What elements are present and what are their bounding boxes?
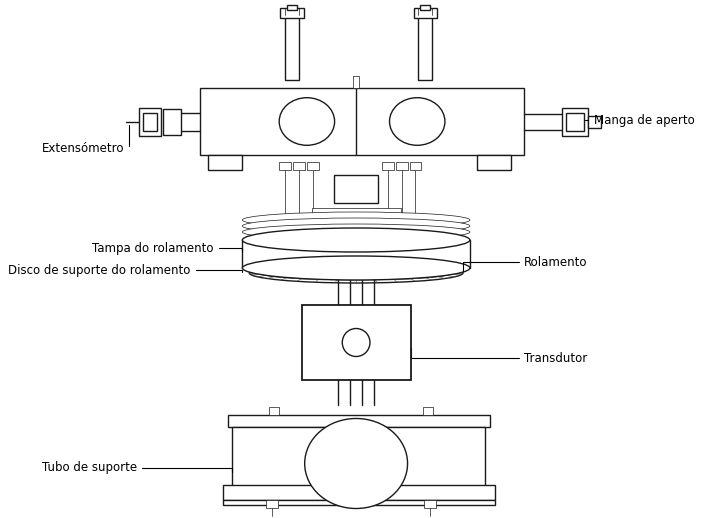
Text: Manga de aperto: Manga de aperto <box>583 113 694 126</box>
Bar <box>233 427 485 500</box>
Bar <box>413 8 437 18</box>
Bar <box>266 500 278 508</box>
Bar <box>562 108 588 136</box>
Ellipse shape <box>390 98 445 146</box>
Ellipse shape <box>243 224 470 240</box>
Bar <box>420 5 431 10</box>
Bar <box>334 175 378 203</box>
Bar <box>293 162 305 170</box>
Bar <box>396 162 408 170</box>
Bar <box>143 112 157 131</box>
Bar <box>287 5 297 10</box>
Bar <box>566 112 584 131</box>
Bar <box>418 15 432 80</box>
Bar <box>312 208 400 218</box>
Bar <box>302 305 410 380</box>
Ellipse shape <box>259 266 453 280</box>
Bar <box>269 407 279 415</box>
Bar <box>280 8 304 18</box>
Text: Extensómetro: Extensómetro <box>42 125 129 154</box>
Bar <box>285 15 299 80</box>
Ellipse shape <box>243 212 470 228</box>
Ellipse shape <box>279 98 335 146</box>
Bar <box>200 88 524 155</box>
Bar <box>424 500 436 508</box>
Bar <box>208 155 243 170</box>
Bar <box>423 407 433 415</box>
Bar <box>222 485 495 500</box>
Bar <box>163 108 181 135</box>
Bar <box>222 500 495 505</box>
Text: Rolamento: Rolamento <box>463 255 588 271</box>
Text: Transdutor: Transdutor <box>410 348 588 365</box>
Bar <box>307 162 318 170</box>
Bar <box>353 76 359 88</box>
Bar <box>228 415 490 427</box>
Bar <box>279 162 291 170</box>
Text: Tubo de suporte: Tubo de suporte <box>42 462 233 474</box>
Ellipse shape <box>305 419 408 509</box>
Ellipse shape <box>243 218 470 234</box>
Bar <box>140 108 161 136</box>
Ellipse shape <box>249 263 463 283</box>
Text: Disco de suporte do rolamento: Disco de suporte do rolamento <box>8 264 243 277</box>
Text: Tampa do rolamento: Tampa do rolamento <box>92 241 243 254</box>
Bar <box>382 162 394 170</box>
Ellipse shape <box>243 228 470 252</box>
Ellipse shape <box>342 328 370 356</box>
Bar <box>588 116 601 127</box>
Bar <box>410 162 421 170</box>
Bar <box>477 155 511 170</box>
Ellipse shape <box>243 256 470 280</box>
